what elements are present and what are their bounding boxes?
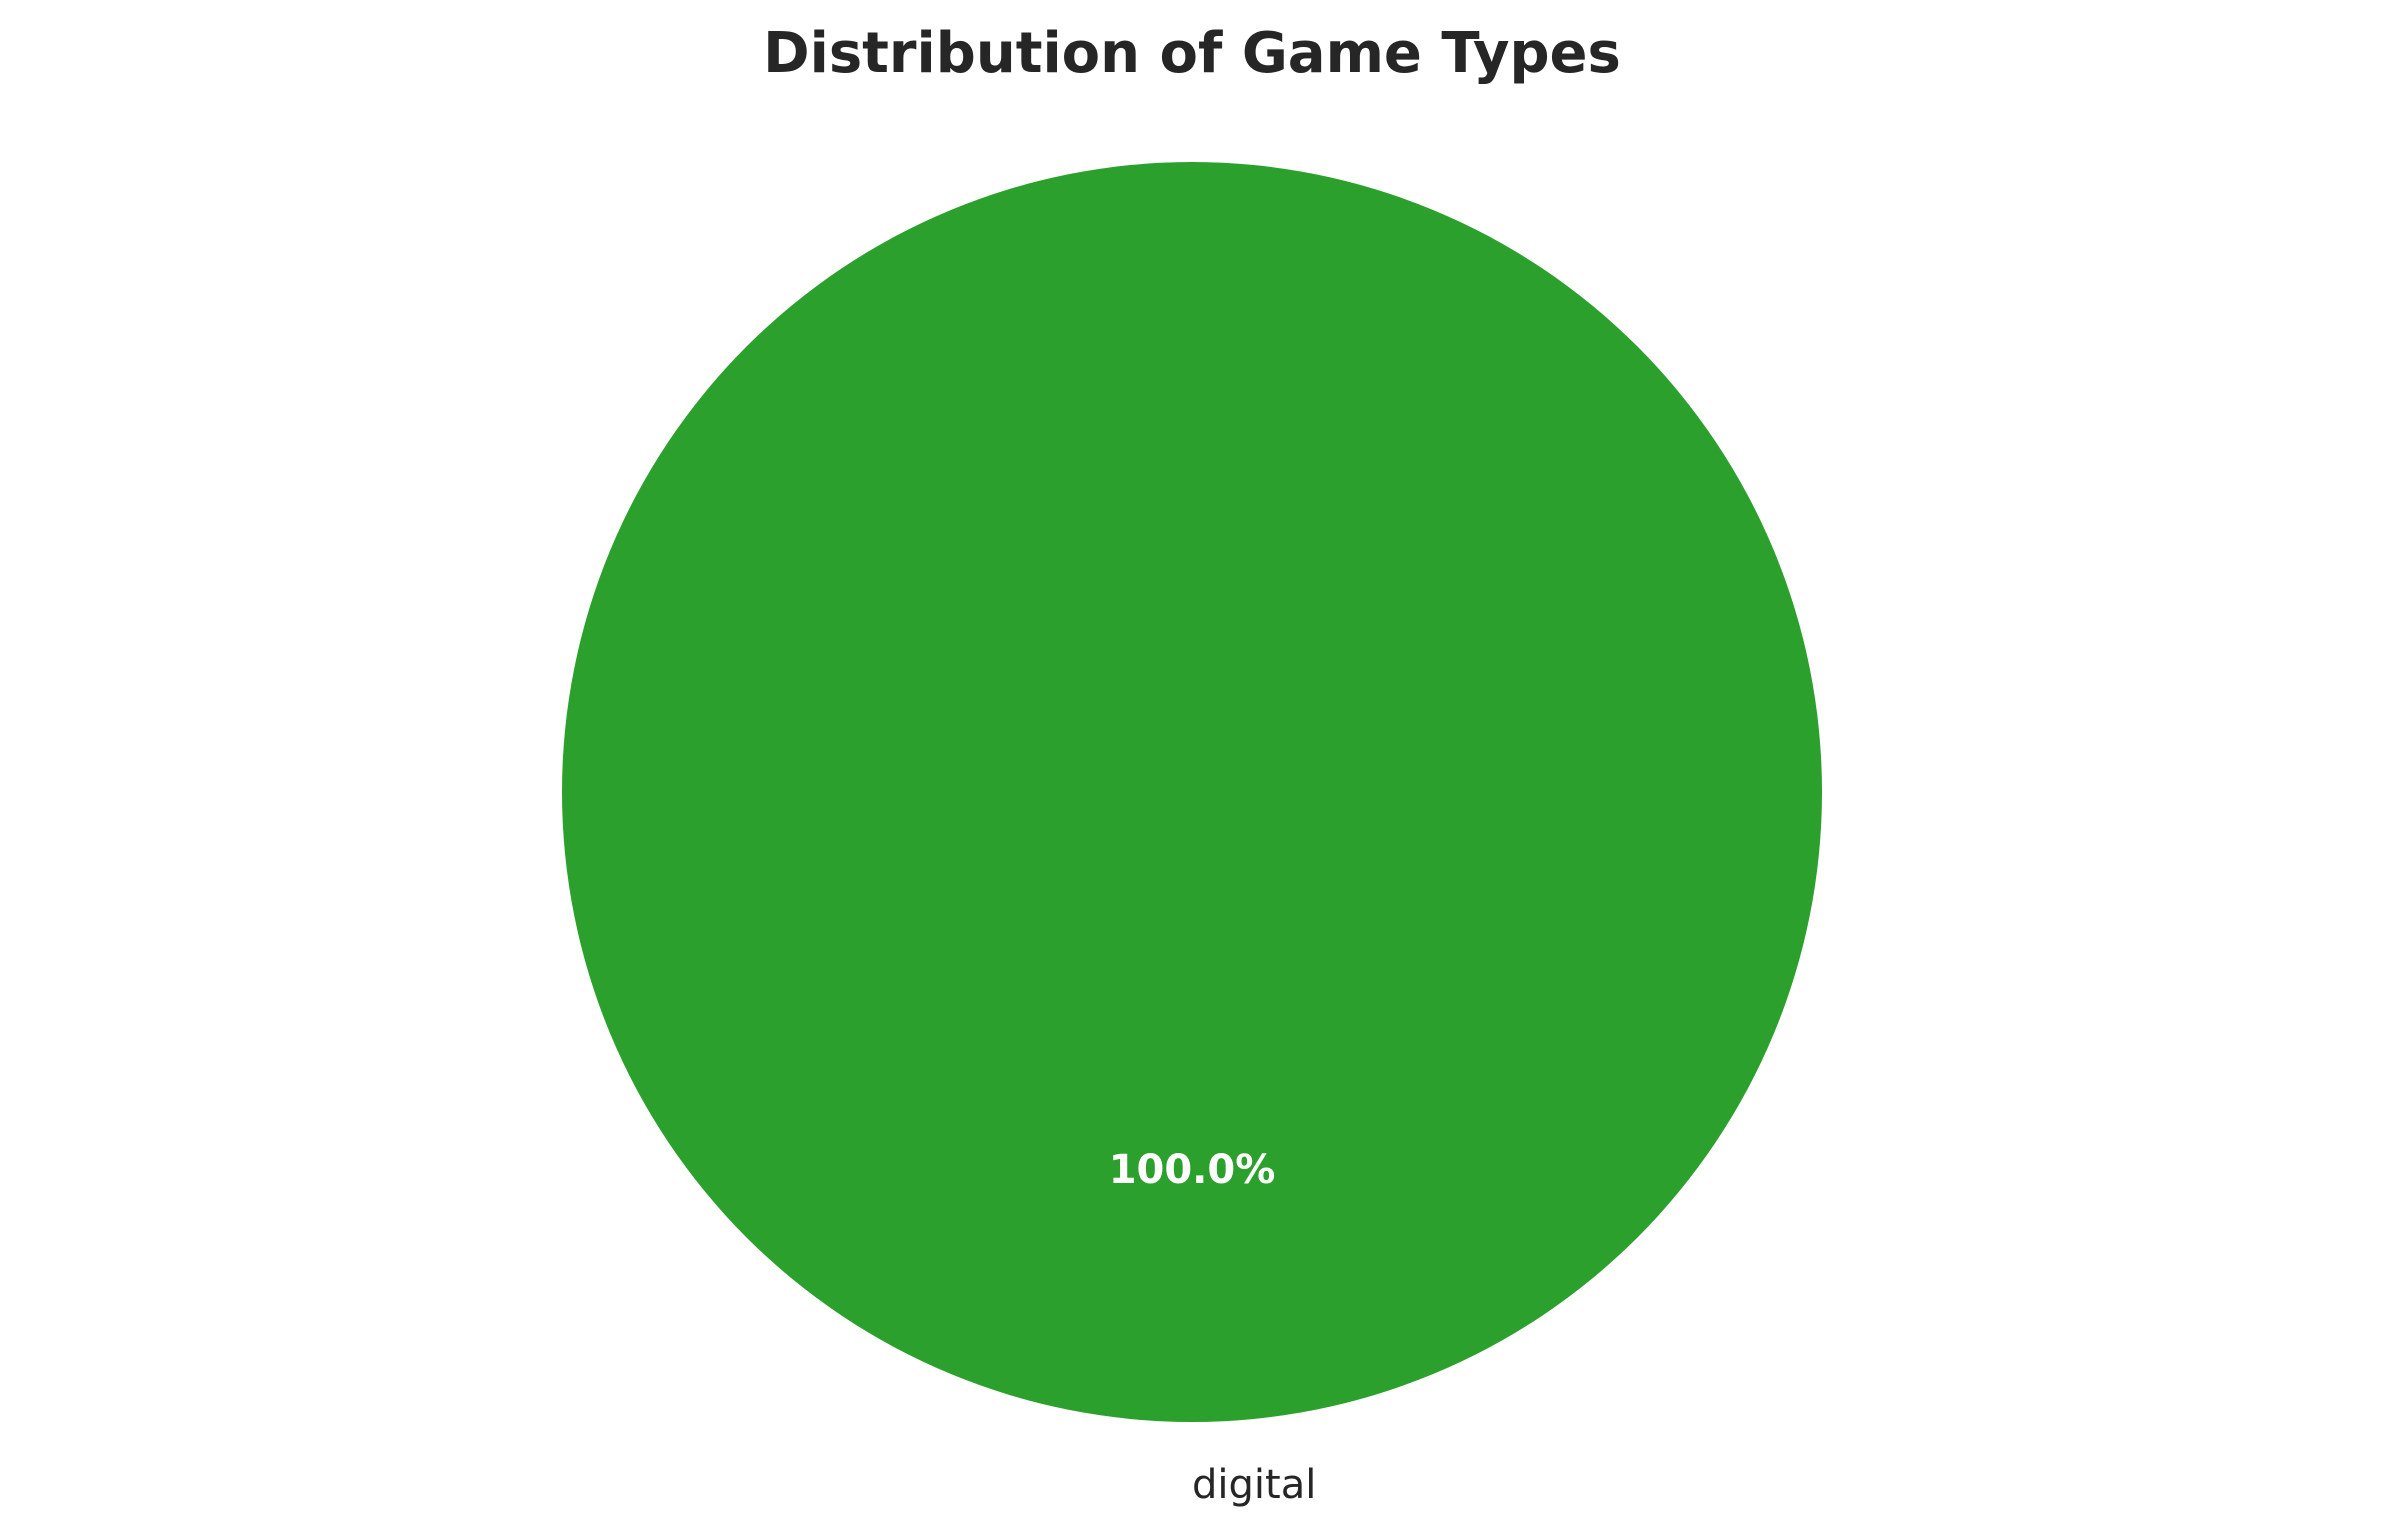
pie-labels: 100.0% digital [1109, 1147, 1317, 1508]
pie-percent-label: 100.0% [1109, 1147, 1276, 1193]
chart-title: Distribution of Game Types [763, 21, 1621, 86]
pie-category-label: digital [1192, 1462, 1316, 1508]
pie-slice-digital [562, 162, 1822, 1422]
pie-slices [562, 162, 1822, 1422]
